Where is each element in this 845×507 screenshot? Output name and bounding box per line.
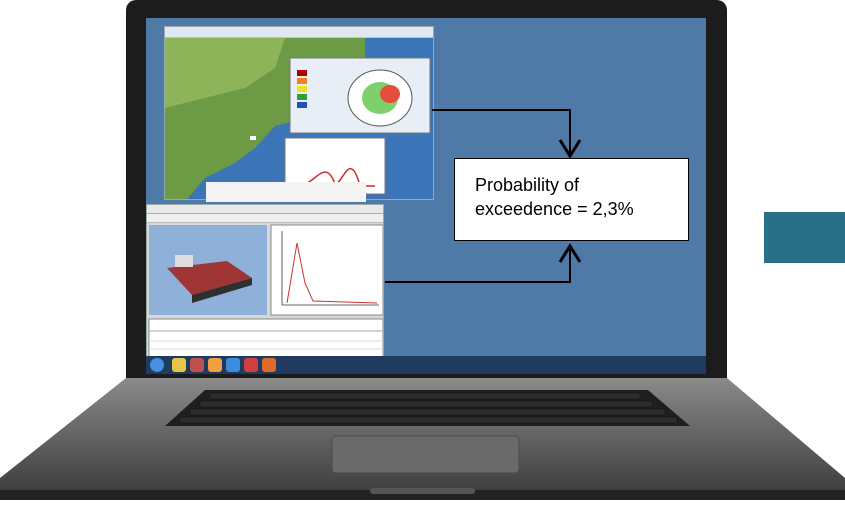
app-icon-5[interactable] [262, 358, 276, 372]
trackpad [331, 435, 520, 474]
file-list-strip [206, 182, 366, 202]
wave-spectrum-window[interactable] [164, 26, 434, 200]
wave-spectrum-map [165, 38, 433, 199]
start-button-icon[interactable] [150, 358, 164, 372]
taskbar [146, 356, 706, 374]
up-arrow-icon [558, 243, 582, 263]
app-icon-2[interactable] [208, 358, 222, 372]
callout-line-2: exceedence = 2,3% [475, 199, 634, 219]
top-connector-line [432, 109, 571, 154]
bottom-connector-line [385, 245, 571, 283]
folder-icon[interactable] [172, 358, 186, 372]
laptop-base [0, 378, 845, 500]
toolbar [147, 214, 383, 223]
menu-bar [147, 205, 383, 214]
simulation-window[interactable] [146, 204, 384, 372]
down-arrow-icon [558, 139, 582, 159]
app-icon-3[interactable] [226, 358, 240, 372]
app-icon-4[interactable] [244, 358, 258, 372]
front-notch [370, 488, 475, 494]
app-icon-1[interactable] [190, 358, 204, 372]
simulation-views [148, 224, 383, 371]
probability-callout: Probability of exceedence = 2,3% [454, 158, 689, 241]
teal-rectangle [764, 212, 845, 263]
browser-toolbar [165, 27, 433, 38]
callout-line-1: Probability of [475, 175, 580, 195]
